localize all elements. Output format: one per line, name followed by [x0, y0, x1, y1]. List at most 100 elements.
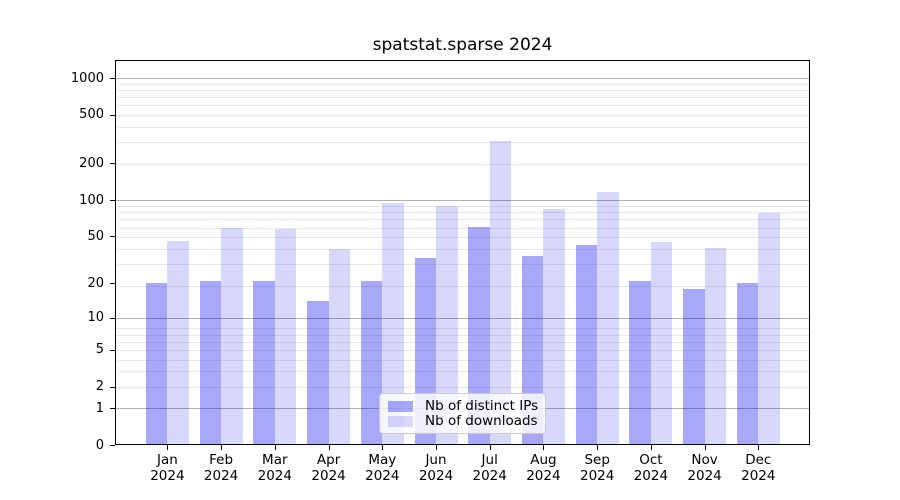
bar-distinct-ips-nov: [683, 288, 705, 445]
y-tick-label-50: 50: [87, 228, 104, 244]
legend-label-distinct-ips: Nb of distinct IPs: [425, 398, 539, 414]
x-tick-label-oct: Oct 2024: [623, 452, 679, 484]
x-tick-year: 2024: [526, 468, 561, 484]
y-axis-tick: [110, 200, 115, 201]
y-axis-tick: [110, 386, 115, 388]
x-tick-month: Jul: [481, 452, 498, 468]
gridline-minor: [115, 212, 810, 214]
x-tick-year: 2024: [741, 468, 776, 484]
bar-downloads-jun: [436, 206, 458, 445]
x-tick-month: Jun: [425, 452, 447, 468]
bar-distinct-ips-apr: [307, 301, 329, 445]
legend-item-downloads: Nb of downloads: [388, 413, 538, 429]
x-tick-year: 2024: [580, 468, 615, 484]
gridline-minor: [115, 264, 810, 266]
x-tick-month: Nov: [691, 452, 718, 468]
x-axis-tick: [543, 445, 545, 450]
y-tick-label-100: 100: [79, 192, 104, 208]
x-tick-year: 2024: [365, 468, 400, 484]
bar-distinct-ips-oct: [629, 280, 651, 445]
x-axis-tick: [328, 445, 330, 450]
y-axis-tick: [110, 408, 115, 410]
bar-distinct-ips-sep: [575, 245, 598, 445]
legend-swatch-distinct-ips: [388, 400, 413, 412]
y-tick-label-200: 200: [79, 155, 104, 171]
x-axis-tick: [650, 445, 652, 450]
x-axis-tick: [436, 445, 437, 450]
x-tick-label-dec: Dec 2024: [730, 452, 786, 484]
bar-downloads-dec: [758, 213, 780, 445]
y-tick-label-10: 10: [87, 310, 104, 326]
y-tick-label-1: 1: [95, 400, 104, 416]
x-tick-label-feb: Feb 2024: [193, 452, 249, 484]
x-axis-tick: [221, 445, 223, 450]
gridline-minor: [115, 219, 810, 221]
x-axis-tick: [382, 445, 384, 450]
bar-downloads-nov: [704, 247, 727, 445]
gridline-minor: [115, 341, 810, 343]
x-tick-year: 2024: [418, 468, 454, 484]
x-tick-label-nov: Nov 2024: [677, 452, 733, 484]
bar-downloads-sep: [597, 191, 619, 445]
bar-downloads-mar: [274, 228, 297, 445]
y-axis-tick: [110, 236, 115, 238]
y-tick-label-500: 500: [79, 107, 104, 123]
x-tick-month: Sep: [584, 452, 610, 468]
y-tick-label-20: 20: [87, 275, 104, 291]
gridline-minor: [115, 334, 810, 336]
gridline-minor: [115, 97, 810, 99]
x-tick-month: May: [368, 452, 397, 468]
x-tick-month: Oct: [639, 452, 663, 468]
x-tick-label-jan: Jan 2024: [139, 452, 195, 484]
gridline-minor: [115, 126, 810, 128]
gridline-minor: [115, 227, 810, 229]
y-axis-tick: [110, 163, 115, 165]
x-tick-year: 2024: [150, 468, 185, 484]
x-axis-tick: [758, 445, 760, 450]
gridline-minor: [115, 349, 810, 351]
x-axis-tick: [274, 445, 276, 450]
plot-area: [115, 60, 810, 445]
legend-item-distinct-ips: Nb of distinct IPs: [388, 398, 539, 414]
x-tick-label-jul: Jul 2024: [462, 452, 518, 484]
bar-downloads-feb: [221, 227, 243, 445]
gridline-minor: [115, 237, 810, 239]
x-tick-year: 2024: [472, 468, 507, 484]
gridline-major: [115, 317, 810, 319]
x-axis-tick: [167, 445, 169, 450]
bar-downloads-jan: [167, 240, 189, 445]
bar-distinct-ips-feb: [199, 280, 222, 445]
bar-downloads-oct: [650, 241, 673, 445]
x-axis-tick: [704, 445, 706, 450]
x-tick-label-aug: Aug 2024: [515, 452, 571, 484]
bar-downloads-jul: [489, 141, 512, 445]
gridline-minor: [115, 115, 810, 117]
y-axis-tick: [110, 114, 115, 116]
gridline-minor: [115, 285, 810, 287]
bar-downloads-may: [382, 202, 404, 445]
gridline-minor: [115, 163, 810, 165]
gridline-minor: [115, 90, 810, 92]
x-tick-month: Aug: [530, 452, 557, 468]
bar-downloads-aug: [543, 209, 565, 445]
y-axis-tick: [110, 445, 115, 446]
y-axis-tick: [110, 283, 115, 285]
x-tick-label-jun: Jun 2024: [408, 452, 464, 484]
legend-label-downloads: Nb of downloads: [425, 413, 538, 429]
x-axis-tick: [489, 445, 491, 450]
x-tick-label-apr: Apr 2024: [301, 452, 357, 484]
gridline-minor: [115, 328, 810, 330]
y-tick-label-1000: 1000: [70, 70, 104, 86]
gridline-major: [115, 200, 810, 201]
x-tick-month: Feb: [209, 452, 234, 468]
gridline-major: [115, 78, 810, 80]
x-tick-year: 2024: [633, 468, 669, 484]
y-axis-tick: [110, 78, 115, 80]
y-axis-tick: [110, 317, 115, 319]
y-tick-label-5: 5: [95, 342, 104, 358]
x-tick-month: Apr: [316, 452, 341, 468]
bar-distinct-ips-jul: [468, 226, 490, 445]
x-axis-tick: [597, 445, 599, 450]
x-tick-year: 2024: [203, 468, 239, 484]
